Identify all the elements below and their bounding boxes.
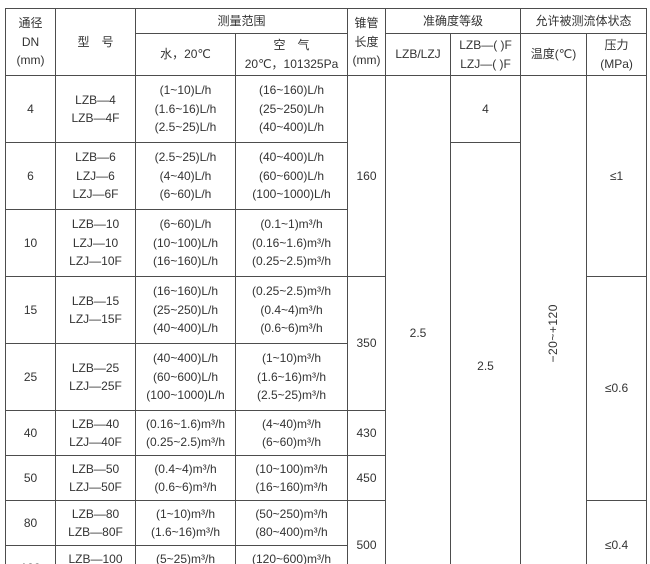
header-accuracy: 准确度等级 — [385, 8, 522, 34]
dn-value: 50 — [5, 455, 56, 502]
dn-value: 15 — [5, 276, 56, 345]
header-fluid-state: 允许被测流体状态 — [520, 8, 648, 34]
air-range: (16~160)L/h (25~250)L/h (40~400)L/h — [234, 75, 349, 144]
pressure-value: ≤0.6 — [586, 276, 648, 502]
dn-value: 80 — [5, 500, 56, 547]
temperature-vertical-text: −20~+120 — [546, 303, 561, 363]
table-row-dn100: 100 LZB—100 LZB—100F (5~25)m³/h (8~40)m³… — [5, 545, 647, 564]
cone-length-value: 160 — [347, 75, 387, 278]
header-cone-length: 锥管 长度 (mm) — [347, 7, 387, 77]
cone-length-value: 350 — [347, 276, 387, 412]
table-row-dn4: 4 LZB—4 LZB—4F (1~10)L/h (1.6~16)L/h (2.… — [5, 75, 648, 564]
model-list: LZB—4 LZB—4F — [55, 75, 136, 144]
dn-value: 40 — [5, 410, 56, 457]
water-range: (16~160)L/h (25~250)L/h (40~400)L/h — [135, 276, 236, 345]
water-range: (0.16~1.6)m³/h (0.25~2.5)m³/h — [135, 410, 236, 457]
header-measure-range: 测量范围 — [134, 8, 349, 34]
water-range: (5~25)m³/h (8~40)m³/h — [135, 545, 236, 564]
table-row-dn40: 40 LZB—40 LZJ—40F (0.16~1.6)m³/h (0.25~2… — [5, 410, 647, 457]
header-accuracy-std: LZB/LZJ — [385, 32, 452, 77]
table-row-dn6: 6 LZB—6 LZJ—6 LZJ—6F (2.5~25)L/h (4~40)L… — [5, 142, 647, 564]
header-air: 空 气 20℃，101325Pa — [234, 32, 349, 77]
water-range: (0.4~4)m³/h (0.6~6)m³/h — [135, 455, 236, 502]
air-range: (10~100)m³/h (16~160)m³/h — [234, 455, 349, 502]
dn-value: 4 — [5, 75, 56, 144]
air-range: (40~400)L/h (60~600)L/h (100~1000)L/h — [234, 142, 349, 211]
air-range: (1~10)m³/h (1.6~16)m³/h (2.5~25)m³/h — [234, 343, 349, 412]
water-range: (6~60)L/h (10~100)L/h (16~160)L/h — [135, 209, 236, 278]
header-accuracy-f: LZB—( )F LZJ—( )F — [450, 32, 522, 77]
header-row-2: 水，20℃ 空 气 20℃，101325Pa LZB/LZJ LZB—( )F … — [6, 32, 648, 77]
model-list: LZB—100 LZB—100F — [55, 545, 136, 564]
dn-value: 10 — [5, 209, 56, 278]
header-water: 水，20℃ — [135, 32, 236, 77]
water-range: (40~400)L/h (60~600)L/h (100~1000)L/h — [135, 343, 236, 412]
header-model: 型 号 — [55, 7, 136, 77]
air-range: (50~250)m³/h (80~400)m³/h — [234, 500, 349, 547]
header-dn: 通径 DN (mm) — [5, 7, 56, 77]
air-range: (0.25~2.5)m³/h (0.4~4)m³/h (0.6~6)m³/h — [234, 276, 349, 345]
accuracy-std-value: 2.5 — [385, 75, 452, 564]
cone-length-value: 450 — [347, 455, 387, 502]
dn-value: 6 — [5, 142, 56, 211]
flowmeter-spec-table: 通径 DN (mm) 型 号 测量范围 锥管 长度 (mm) 准确度等级 允许被… — [5, 7, 648, 564]
table-row-dn15: 15 LZB—15 LZJ—15F (16~160)L/h (25~250)L/… — [5, 276, 648, 502]
water-range: (1~10)L/h (1.6~16)L/h (2.5~25)L/h — [135, 75, 236, 144]
air-range: (120~600)m³/h (200~1000)m³/h — [234, 545, 349, 564]
model-list: LZB—10 LZJ—10 LZJ—10F — [55, 209, 136, 278]
temperature-value: −20~+120 — [520, 75, 588, 564]
model-list: LZB—40 LZJ—40F — [55, 410, 136, 457]
dn-value: 25 — [5, 343, 56, 412]
header-pressure: 压力 (MPa) — [586, 32, 648, 77]
table-row-dn10: 10 LZB—10 LZJ—10 LZJ—10F (6~60)L/h (10~1… — [5, 209, 647, 278]
cone-length-value: 500 — [347, 500, 387, 564]
model-list: LZB—25 LZJ—25F — [55, 343, 136, 412]
table-row-dn50: 50 LZB—50 LZJ—50F (0.4~4)m³/h (0.6~6)m³/… — [5, 455, 647, 502]
air-range: (0.1~1)m³/h (0.16~1.6)m³/h (0.25~2.5)m³/… — [234, 209, 349, 278]
pressure-value: ≤0.4 — [586, 500, 648, 564]
pressure-value: ≤1 — [586, 75, 648, 278]
accuracy-f-value: 2.5 — [450, 142, 522, 564]
cone-length-value: 430 — [347, 410, 387, 457]
model-list: LZB—15 LZJ—15F — [55, 276, 136, 345]
air-range: (4~40)m³/h (6~60)m³/h — [234, 410, 349, 457]
water-range: (1~10)m³/h (1.6~16)m³/h — [135, 500, 236, 547]
model-list: LZB—50 LZJ—50F — [55, 455, 136, 502]
model-list: LZB—6 LZJ—6 LZJ—6F — [55, 142, 136, 211]
header-temperature: 温度(℃) — [520, 32, 588, 77]
accuracy-f-value: 4 — [450, 75, 522, 144]
table-row-dn80: 80 LZB—80 LZB—80F (1~10)m³/h (1.6~16)m³/… — [5, 500, 648, 564]
table-row-dn25: 25 LZB—25 LZJ—25F (40~400)L/h (60~600)L/… — [5, 343, 647, 412]
dn-value: 100 — [5, 545, 56, 564]
water-range: (2.5~25)L/h (4~40)L/h (6~60)L/h — [135, 142, 236, 211]
header-row-1: 通径 DN (mm) 型 号 测量范围 锥管 长度 (mm) 准确度等级 允许被… — [5, 7, 648, 77]
model-list: LZB—80 LZB—80F — [55, 500, 136, 547]
